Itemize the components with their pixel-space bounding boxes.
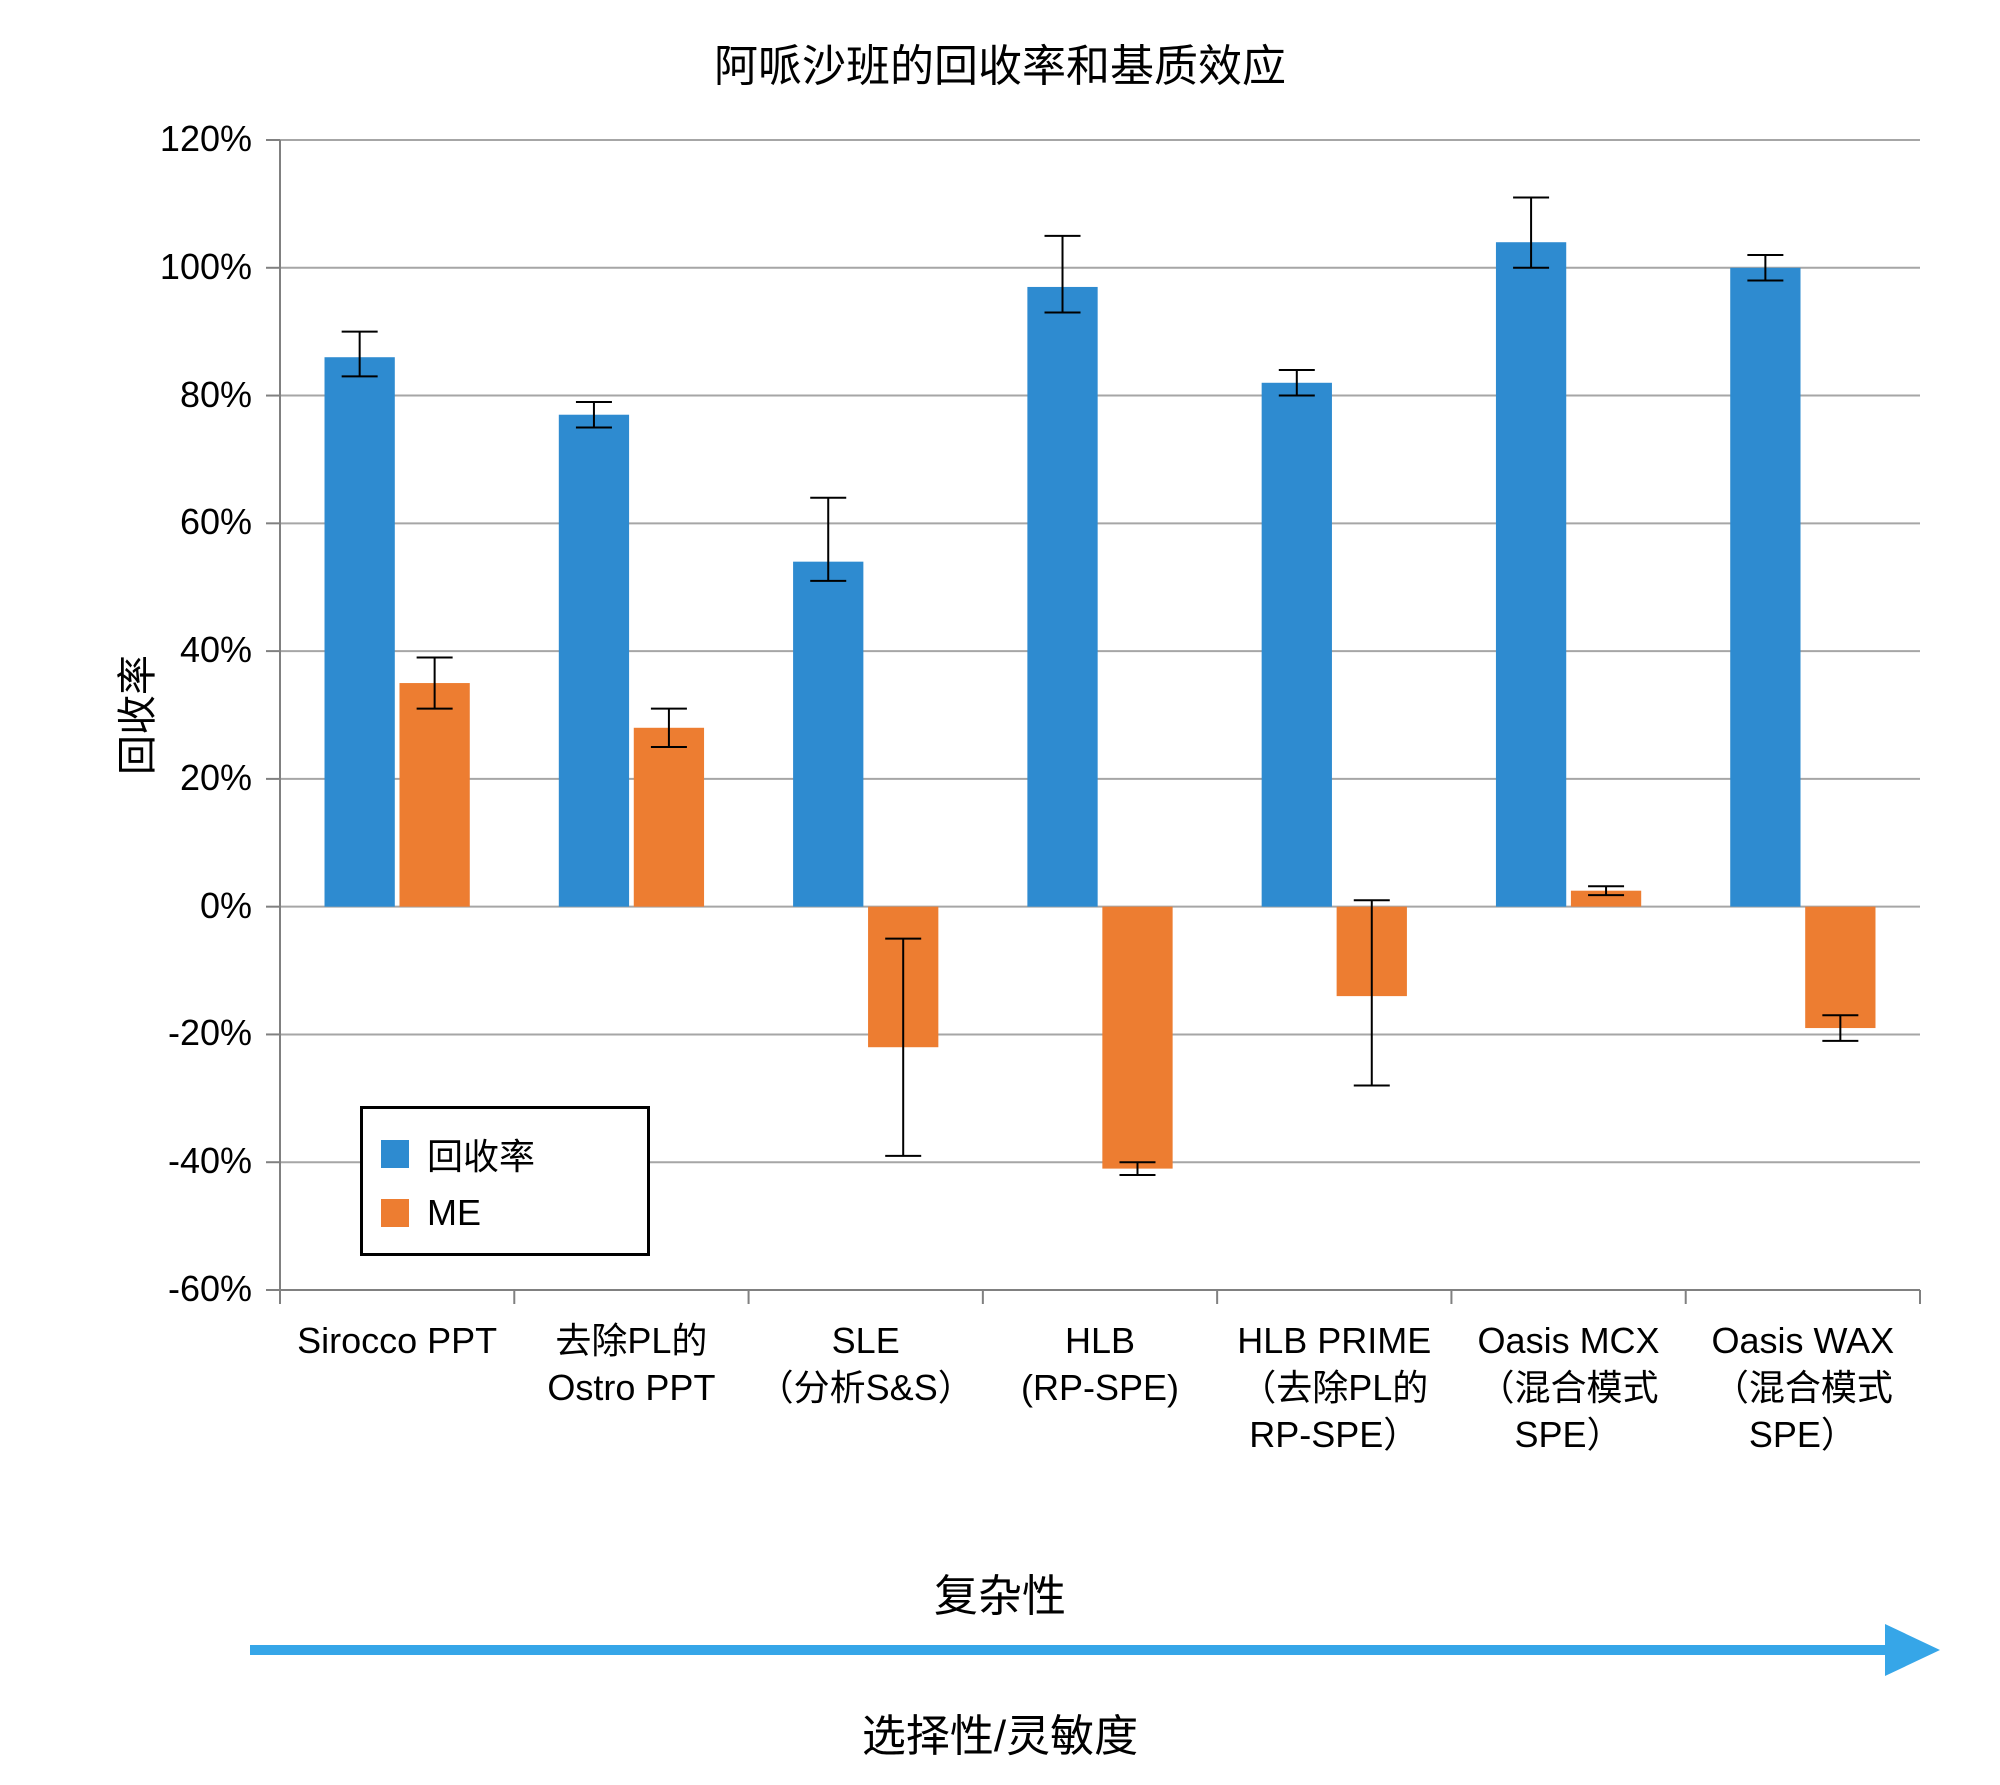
y-tick-label: -20%: [0, 1012, 252, 1054]
legend-label: 回收率: [427, 1128, 535, 1180]
legend-swatch: [381, 1199, 409, 1227]
legend-swatch: [381, 1140, 409, 1168]
x-tick-label: HLB(RP-SPE): [983, 1318, 1217, 1412]
chart-plot: [0, 0, 2000, 1320]
y-tick-label: 120%: [0, 118, 252, 160]
y-tick-label: 80%: [0, 374, 252, 416]
y-tick-label: 40%: [0, 629, 252, 671]
complexity-arrow: [0, 1610, 2000, 1690]
y-tick-label: 20%: [0, 757, 252, 799]
y-tick-label: 0%: [0, 885, 252, 927]
y-axis-label: 回收率: [105, 565, 163, 865]
y-tick-label: 60%: [0, 501, 252, 543]
y-tick-label: -60%: [0, 1268, 252, 1310]
x-tick-label: 去除PL的Ostro PPT: [514, 1318, 748, 1412]
x-tick-label: Sirocco PPT: [280, 1318, 514, 1365]
legend-item: ME: [381, 1192, 629, 1234]
x-tick-label: HLB PRIME（去除PL的RP-SPE）: [1217, 1318, 1451, 1458]
legend-item: 回收率: [381, 1128, 629, 1180]
x-tick-label: Oasis MCX（混合模式SPE）: [1451, 1318, 1685, 1458]
y-tick-label: 100%: [0, 246, 252, 288]
footer-selectivity-label: 选择性/灵敏度: [0, 1700, 2000, 1764]
y-tick-label: -40%: [0, 1140, 252, 1182]
legend: 回收率 ME: [360, 1106, 650, 1256]
x-tick-label: SLE（分析S&S）: [749, 1318, 983, 1412]
chart-container: 阿哌沙班的回收率和基质效应 回收率 复杂性 选择性/灵敏度 -60%-40%-2…: [0, 0, 2000, 1785]
legend-label: ME: [427, 1192, 481, 1234]
x-tick-label: Oasis WAX（混合模式SPE）: [1686, 1318, 1920, 1458]
